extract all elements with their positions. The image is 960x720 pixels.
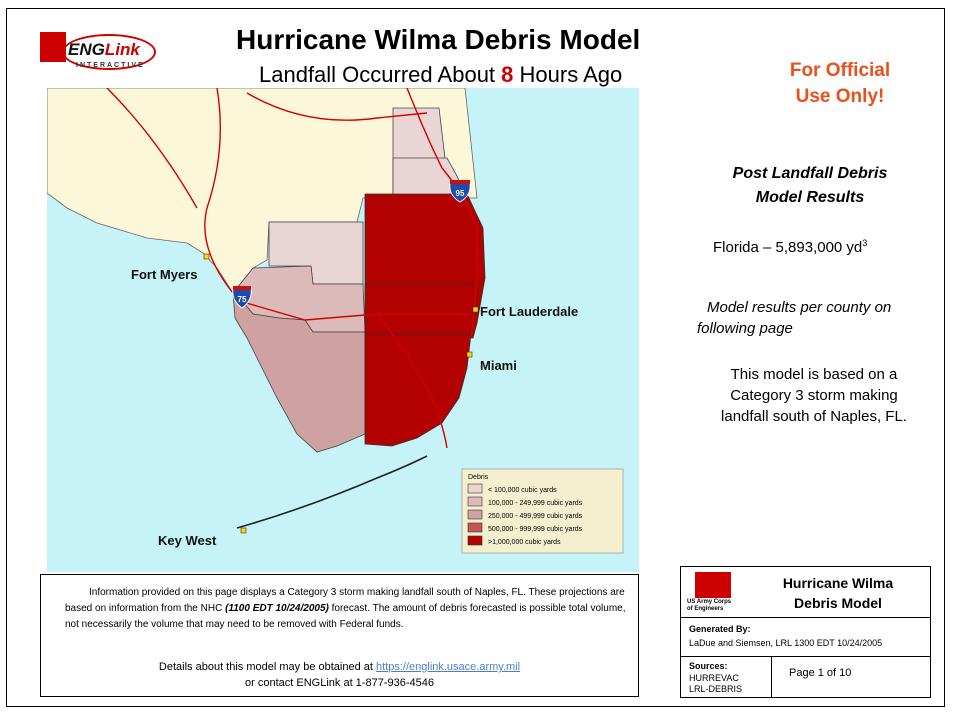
info-p1-a: Information provided on this page displa… bbox=[65, 587, 625, 614]
page-number: Page 1 of 10 bbox=[789, 667, 852, 679]
basis-line-3: landfall south of Naples, FL. bbox=[721, 408, 907, 425]
florida-keys bbox=[236, 455, 428, 529]
sources-row: Sources: HURREVAC LRL-DEBRIS Page 1 of 1… bbox=[681, 657, 930, 697]
legend-label: 250,000 - 499,999 cubic yards bbox=[488, 513, 583, 520]
results-heading-2: Model Results bbox=[755, 189, 865, 206]
florida-total: Florida – 5,893,000 yd3 bbox=[713, 238, 867, 256]
results-heading: Post Landfall Debris Model Results bbox=[690, 162, 930, 210]
page-subtitle: Landfall Occurred About 8 Hours Ago bbox=[259, 62, 622, 88]
results-note: Model results per county on following pa… bbox=[697, 297, 947, 339]
roads bbox=[106, 88, 479, 449]
castle-icon bbox=[40, 32, 66, 62]
tb-title-2: Debris Model bbox=[794, 595, 882, 611]
usace-logo: US Army Corps of Engineers bbox=[687, 572, 741, 612]
englink-logo: ENGLink INTERACTIVE bbox=[40, 32, 158, 76]
info-p2-a: Details about this model may be obtained… bbox=[158, 661, 376, 673]
legend-label: 500,000 - 999,999 cubic yards bbox=[488, 526, 583, 533]
official-use-notice: For Official Use Only! bbox=[765, 58, 915, 110]
logo-brand-b: Link bbox=[104, 40, 140, 59]
usace-line-2: of Engineers bbox=[687, 606, 724, 612]
logo-brand-a: ENG bbox=[68, 40, 105, 59]
label-fort-lauderdale: Fort Lauderdale bbox=[480, 304, 578, 319]
official-line-1: For Official bbox=[789, 60, 891, 81]
title-block-title: Hurricane Wilma Debris Model bbox=[753, 573, 923, 613]
city-markers bbox=[203, 253, 479, 534]
svg-text:75: 75 bbox=[238, 295, 247, 304]
tb-title-1: Hurricane Wilma bbox=[782, 575, 894, 591]
generated-label: Generated By: bbox=[689, 624, 751, 634]
logo-sub: INTERACTIVE bbox=[76, 62, 145, 69]
info-box: Information provided on this page displa… bbox=[40, 574, 639, 697]
legend-label: >1,000,000 cubic yards bbox=[488, 539, 561, 546]
note-line-1: Model results per county on bbox=[707, 299, 892, 316]
logo-brand: ENGLink bbox=[68, 40, 140, 60]
subtitle-prefix: Landfall Occurred About bbox=[259, 62, 502, 87]
legend-swatch bbox=[467, 496, 483, 507]
subtitle-hours: 8 bbox=[501, 62, 514, 87]
total-sup: 3 bbox=[862, 238, 868, 248]
legend-label: < 100,000 cubic yards bbox=[488, 487, 557, 494]
info-p1-c: forecast. The amount of debris forecaste… bbox=[65, 603, 626, 630]
model-basis: This model is based on a Category 3 stor… bbox=[680, 364, 948, 427]
sources-cell: Sources: HURREVAC LRL-DEBRIS bbox=[681, 657, 772, 697]
info-paragraph: Information provided on this page displa… bbox=[65, 585, 633, 633]
sources-label: Sources: bbox=[689, 661, 728, 671]
official-line-2: Use Only! bbox=[795, 86, 885, 107]
map-legend: Debris < 100,000 cubic yards 100,000 - 24… bbox=[461, 468, 624, 554]
info-p2-b: or contact ENGLink at 1-877-936-4546 bbox=[245, 677, 434, 689]
interstate-95-shield: 95 bbox=[449, 180, 471, 203]
englink-link[interactable]: https://englink.usace.army.mil bbox=[376, 661, 521, 673]
page-title: Hurricane Wilma Debris Model bbox=[236, 24, 641, 55]
interstate-75-shield: 75 bbox=[232, 286, 252, 309]
usace-castle-icon bbox=[695, 572, 731, 598]
source-1: HURREVAC bbox=[689, 673, 739, 683]
results-heading-1: Post Landfall Debris bbox=[732, 165, 888, 182]
title-block: US Army Corps of Engineers Hurricane Wil… bbox=[680, 566, 931, 698]
usace-text: US Army Corps of Engineers bbox=[687, 599, 747, 613]
source-2: LRL-DEBRIS bbox=[689, 684, 743, 694]
page-frame bbox=[6, 8, 945, 707]
legend-label: 100,000 - 249,999 cubic yards bbox=[488, 500, 583, 507]
county-high-2 bbox=[364, 283, 478, 335]
debris-map: 75 95 Fort Myers Fort Lauderdale Miami K… bbox=[47, 88, 639, 572]
generated-value: LaDue and Siemsen, LRL 1300 EDT 10/24/20… bbox=[689, 638, 883, 648]
note-line-2: following page bbox=[697, 320, 793, 337]
legend-swatch bbox=[467, 483, 483, 494]
legend-swatch bbox=[467, 509, 483, 520]
subtitle-suffix: Hours Ago bbox=[513, 62, 623, 87]
total-label: Florida – 5,893,000 yd bbox=[713, 239, 863, 256]
county-mid-2 bbox=[232, 292, 366, 453]
svg-text:95: 95 bbox=[456, 189, 465, 198]
generated-by: Generated By: LaDue and Siemsen, LRL 130… bbox=[681, 618, 930, 657]
logo-swoosh bbox=[62, 34, 156, 70]
info-contact: Details about this model may be obtained… bbox=[41, 659, 638, 691]
legend-title: Debris bbox=[468, 474, 489, 481]
label-key-west: Key West bbox=[158, 533, 217, 548]
county-high-3 bbox=[364, 333, 472, 447]
title-block-header: US Army Corps of Engineers Hurricane Wil… bbox=[681, 567, 930, 618]
label-miami: Miami bbox=[480, 358, 517, 373]
basis-line-1: This model is based on a bbox=[730, 366, 898, 383]
info-p1-b: (1100 EDT 10/24/2005) bbox=[225, 603, 329, 614]
usace-line-1: US Army Corps bbox=[687, 599, 732, 605]
legend-swatch bbox=[467, 522, 483, 533]
label-fort-myers: Fort Myers bbox=[131, 267, 197, 282]
legend-swatch bbox=[467, 535, 483, 546]
basis-line-2: Category 3 storm making bbox=[730, 387, 898, 404]
